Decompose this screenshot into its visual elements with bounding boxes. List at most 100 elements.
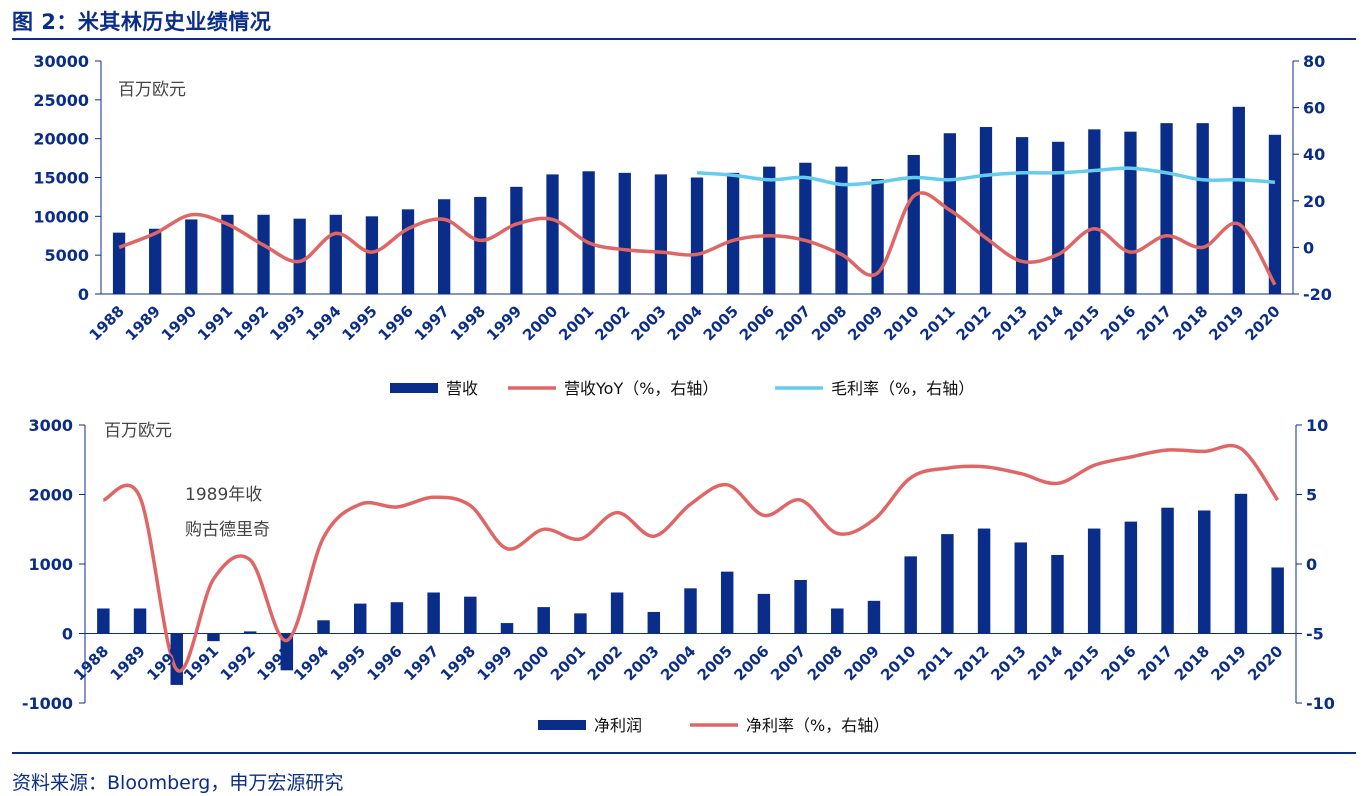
top-x-tick-label: 2003 (627, 302, 669, 344)
bottom-bar (757, 593, 771, 634)
top-x-tick-label: 2005 (700, 302, 742, 344)
bottom-bar (977, 528, 991, 634)
bottom-right-tick-label: 0 (1306, 555, 1317, 574)
bottom-left-tick-label: 0 (62, 625, 73, 644)
bottom-bar (1087, 528, 1101, 634)
top-x-tick-label: 1997 (411, 302, 453, 344)
bottom-bar (1161, 507, 1174, 634)
bottom-bar (574, 613, 587, 634)
top-x-tick-label: 1992 (230, 302, 272, 344)
top-x-tick-label: 2002 (591, 302, 633, 344)
bottom-unit-label: 百万欧元 (104, 421, 172, 441)
top-right-tick-label: 80 (1303, 52, 1325, 71)
top-x-tick-label: 2006 (736, 302, 778, 344)
top-left-tick-label: 0 (78, 285, 89, 304)
top-x-tick-label: 2007 (772, 302, 814, 344)
top-x-tick-label: 2017 (1133, 302, 1175, 344)
bottom-x-tick-label: 2005 (694, 642, 736, 684)
figure-title: 图 2：米其林历史业绩情况 (12, 10, 272, 34)
bottom-bar (537, 607, 550, 634)
top-x-tick-label: 2008 (808, 302, 850, 344)
bottom-x-tick-label: 1996 (364, 642, 406, 684)
bottom-x-tick-label: 2008 (804, 642, 846, 684)
top-bar (1196, 123, 1209, 294)
top-bar (943, 133, 956, 294)
top-x-tick-label: 2020 (1242, 302, 1284, 344)
bottom-x-tick-label: 1989 (107, 642, 149, 684)
bottom-x-tick-label: 2013 (987, 642, 1029, 684)
top-left-tick-label: 15000 (33, 169, 89, 188)
top-x-tick-label: 2013 (989, 302, 1031, 344)
bottom-x-tick-label: 1994 (290, 642, 332, 684)
bottom-legend-label: 净利率（%，右轴） (746, 716, 889, 735)
top-bar (690, 177, 704, 294)
bottom-x-tick-label: 2012 (951, 642, 993, 684)
net-profit-chart: 百万欧元 1989年收 购古德里奇 -1000 0 1000 2000 3000 -10 -… (22, 416, 1335, 735)
top-x-tick-label: 2014 (1025, 302, 1067, 344)
top-bar (654, 174, 668, 294)
top-x-tick-label: 1994 (302, 302, 344, 344)
bottom-x-tick-label: 1988 (70, 642, 112, 684)
bottom-x-tick-label: 1992 (217, 642, 259, 684)
bottom-left-tick-label: 3000 (28, 416, 73, 435)
top-bar (618, 172, 631, 294)
top-bar (1124, 131, 1137, 294)
top-x-tick-label: 1993 (266, 302, 308, 344)
top-legend-swatch-bar (390, 383, 438, 393)
bottom-x-tick-label: 2017 (1134, 642, 1176, 684)
bottom-bar (500, 623, 514, 634)
acquisition-note-line-1: 1989年收 (185, 485, 262, 505)
bottom-x-tick-label: 2001 (547, 642, 589, 684)
top-x-tick-label: 2001 (555, 302, 597, 344)
top-bar (1052, 141, 1065, 294)
top-x-tick-label: 2018 (1169, 302, 1211, 344)
top-legend-label: 营收YoY（%，右轴） (564, 379, 718, 398)
top-bar (112, 232, 126, 294)
bottom-x-tick-label: 2000 (510, 642, 552, 684)
bottom-x-tick-label: 2002 (584, 642, 626, 684)
bottom-x-tick-label: 2018 (1171, 642, 1213, 684)
bottom-x-tick-label: 2019 (1208, 642, 1250, 684)
bottom-x-tick-label: 2010 (877, 642, 919, 684)
bottom-bar (647, 611, 661, 634)
top-x-tick-label: 2019 (1205, 302, 1247, 344)
top-bar (979, 127, 993, 295)
bottom-right-tick-label: -10 (1306, 694, 1335, 713)
top-x-tick-label: 1990 (158, 302, 200, 344)
bottom-right-tick-label: 5 (1306, 486, 1317, 505)
acquisition-note-line-2: 购古德里奇 (185, 520, 270, 540)
bottom-bar (831, 608, 844, 634)
bottom-x-tick-label: 2014 (1024, 642, 1066, 684)
top-x-tick-label: 2010 (880, 302, 922, 344)
bottom-left-tick-label: -1000 (22, 694, 73, 713)
top-x-tick-label: 1999 (483, 302, 525, 344)
title-rule (12, 38, 1356, 40)
top-bar (582, 171, 595, 294)
top-right-tick-label: 0 (1303, 238, 1314, 257)
top-right-tick-label: 60 (1303, 99, 1325, 118)
top-x-tick-label: 1995 (338, 302, 380, 344)
top-x-tick-label: 2016 (1097, 302, 1139, 344)
bottom-bar (941, 534, 954, 634)
top-left-tick-label: 5000 (44, 246, 89, 265)
bottom-bar (207, 633, 220, 642)
bottom-legend-label: 净利润 (594, 716, 642, 735)
top-bar (1268, 134, 1282, 294)
top-bar (835, 166, 848, 294)
bottom-x-tick-label: 2009 (841, 642, 883, 684)
footer-rule (12, 752, 1356, 754)
revenue-chart: 百万欧元 0 5000 10000 15000 20000 25000 30000 -20 0 2… (33, 52, 1332, 398)
bottom-x-tick-label: 2020 (1244, 642, 1286, 684)
top-bar (185, 219, 198, 294)
bottom-bar (133, 608, 147, 634)
top-legend-label: 营收 (446, 379, 478, 398)
top-bar (293, 218, 306, 294)
top-x-tick-label: 1989 (122, 302, 164, 344)
top-x-tick-label: 1998 (447, 302, 489, 344)
bottom-bar (1271, 567, 1284, 634)
bottom-bar (353, 603, 367, 634)
top-bar (510, 186, 523, 294)
top-bar (149, 228, 162, 294)
top-bar (221, 214, 234, 294)
bottom-bar (904, 556, 917, 634)
